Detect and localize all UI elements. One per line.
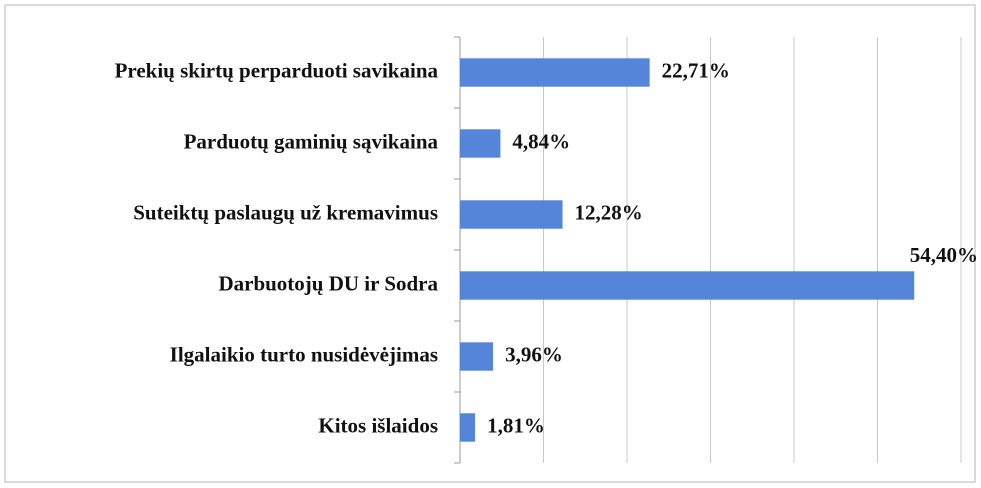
y-tick-label: Parduotų gaminių sąvikaina	[184, 129, 439, 153]
bar	[460, 58, 650, 87]
data-label: 3,96%	[505, 342, 563, 366]
bar	[460, 413, 476, 442]
data-label: 54,40%	[910, 243, 978, 267]
y-tick-label: Ilgalaikio turto nusidėvėjimas	[170, 342, 438, 366]
bar	[460, 271, 915, 300]
y-tick-label: Prekių skirtų perparduoti savikaina	[115, 58, 439, 82]
data-label: 4,84%	[512, 129, 570, 153]
y-tick-label: Kitos išlaidos	[318, 413, 438, 437]
y-tick-label: Suteiktų paslaugų už kremavimus	[133, 200, 438, 224]
bar	[460, 342, 494, 371]
bar	[460, 200, 563, 229]
y-tick-label: Darbuotojų DU ir Sodra	[218, 271, 438, 295]
bar	[460, 129, 501, 158]
data-label: 12,28%	[575, 200, 643, 224]
data-label: 22,71%	[662, 58, 730, 82]
data-label: 1,81%	[487, 413, 545, 437]
